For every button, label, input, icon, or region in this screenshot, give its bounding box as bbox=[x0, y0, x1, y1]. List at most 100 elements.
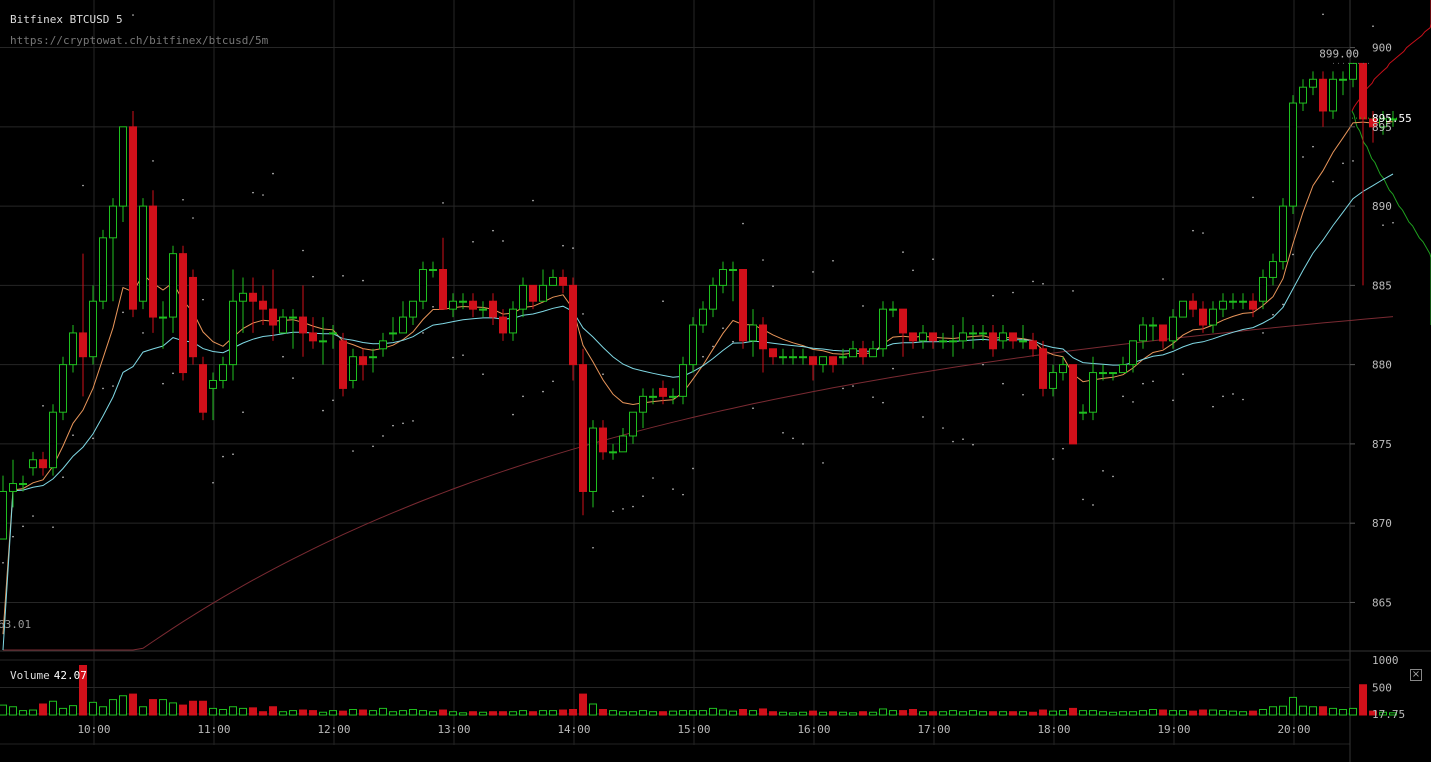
candle-body bbox=[599, 427, 607, 453]
candle-body bbox=[269, 308, 277, 326]
price-tick-label: 895 bbox=[1372, 121, 1392, 134]
volume-bar bbox=[879, 708, 887, 716]
sar-dot bbox=[52, 526, 54, 528]
candle-body bbox=[739, 269, 747, 342]
sar-dot bbox=[12, 535, 14, 538]
sar-dot bbox=[812, 271, 814, 273]
candle-body bbox=[1239, 300, 1247, 303]
sar-dot bbox=[82, 184, 84, 187]
sar-dot bbox=[732, 340, 734, 343]
time-tick-label: 15:00 bbox=[677, 723, 710, 736]
candle-body bbox=[1329, 78, 1337, 112]
candle-body bbox=[259, 300, 267, 310]
volume-bar bbox=[349, 709, 357, 716]
sar-dot bbox=[762, 259, 764, 261]
volume-bar bbox=[989, 711, 997, 716]
candle-body bbox=[1009, 332, 1017, 342]
candle-body bbox=[619, 435, 627, 453]
sar-dot bbox=[42, 405, 44, 407]
candle-body bbox=[659, 387, 667, 397]
candle-body bbox=[59, 364, 67, 413]
volume-bar bbox=[619, 711, 627, 716]
sar-dot bbox=[1232, 393, 1234, 395]
sar-dot bbox=[322, 409, 324, 412]
candle-body bbox=[879, 308, 887, 350]
sar-dot bbox=[462, 354, 464, 356]
volume-bar bbox=[1269, 706, 1277, 716]
volume-label-text: Volume bbox=[10, 669, 50, 682]
candle-body bbox=[0, 490, 7, 540]
candle-body bbox=[1319, 78, 1327, 112]
sar-dot bbox=[1012, 291, 1014, 294]
sar-dot bbox=[902, 251, 904, 253]
sar-dot bbox=[272, 172, 274, 175]
candle-body bbox=[319, 340, 327, 343]
candle-body bbox=[189, 276, 197, 358]
sar-dot bbox=[582, 313, 584, 315]
sar-dot bbox=[1212, 405, 1214, 408]
axes: 865 870 875 880 885 890 895 900 10:00 11:00 12:00 1… bbox=[0, 42, 1412, 736]
candle-body bbox=[1259, 276, 1267, 302]
candle-body bbox=[1209, 308, 1217, 326]
sar-dot bbox=[192, 217, 194, 219]
sar-dot bbox=[822, 462, 824, 464]
volume-bar bbox=[1229, 710, 1237, 716]
price-tick-label: 880 bbox=[1372, 359, 1392, 372]
volume-bar bbox=[1329, 707, 1337, 716]
volume-bar bbox=[459, 712, 467, 716]
volume-bar bbox=[259, 711, 267, 716]
candle-body bbox=[539, 284, 547, 302]
volume-bar bbox=[609, 710, 617, 716]
candle-body bbox=[979, 332, 987, 335]
volume-bar bbox=[1069, 707, 1077, 716]
volume-bar bbox=[1169, 710, 1177, 716]
volume-bar bbox=[749, 710, 757, 716]
sar-dot bbox=[132, 14, 134, 16]
candle-body bbox=[1379, 118, 1387, 128]
price-tick-label: 865 bbox=[1372, 596, 1392, 609]
volume-bar bbox=[9, 706, 17, 716]
sar-dot bbox=[1192, 229, 1194, 232]
volume-tick-label: 1000 bbox=[1372, 654, 1399, 667]
candle-body bbox=[209, 379, 217, 389]
time-tick-label: 14:00 bbox=[557, 723, 590, 736]
candle-body bbox=[349, 356, 357, 381]
candle-body bbox=[69, 332, 77, 366]
candle-body bbox=[299, 316, 307, 334]
price-tick-label: 875 bbox=[1372, 438, 1392, 451]
sar-dot bbox=[142, 332, 144, 334]
volume-bars bbox=[0, 665, 1397, 716]
volume-bar bbox=[229, 706, 237, 716]
candle-body bbox=[969, 332, 977, 335]
sar-dot bbox=[1332, 180, 1334, 183]
sar-dot bbox=[1052, 458, 1054, 460]
candle-body bbox=[239, 292, 247, 302]
volume-bar bbox=[559, 709, 567, 716]
candle-body bbox=[949, 340, 957, 343]
volume-bar bbox=[1339, 709, 1347, 716]
sar-dot bbox=[72, 434, 74, 436]
candle-body bbox=[19, 483, 27, 486]
indicator-lines bbox=[2, 13, 1394, 651]
volume-bar bbox=[1349, 707, 1357, 716]
volume-bar bbox=[439, 709, 447, 716]
candle-body bbox=[1159, 324, 1167, 342]
sar-dot bbox=[552, 380, 554, 383]
sar-dot bbox=[492, 229, 494, 232]
volume-bar bbox=[759, 708, 767, 716]
close-volume-icon[interactable]: × bbox=[1410, 669, 1422, 681]
volume-bar bbox=[929, 711, 937, 716]
volume-bar bbox=[689, 710, 697, 716]
sar-dot bbox=[1282, 303, 1284, 306]
candle-body bbox=[139, 205, 147, 302]
sar-dot bbox=[992, 294, 994, 297]
candle-body bbox=[929, 332, 937, 342]
volume-bar bbox=[189, 700, 197, 716]
time-tick-label: 13:00 bbox=[437, 723, 470, 736]
volume-bar bbox=[729, 710, 737, 716]
volume-bar bbox=[779, 711, 787, 716]
volume-bar bbox=[1389, 712, 1397, 716]
volume-bar bbox=[69, 705, 77, 716]
chart-url[interactable]: https://cryptowat.ch/bitfinex/btcusd/5m bbox=[10, 34, 269, 47]
